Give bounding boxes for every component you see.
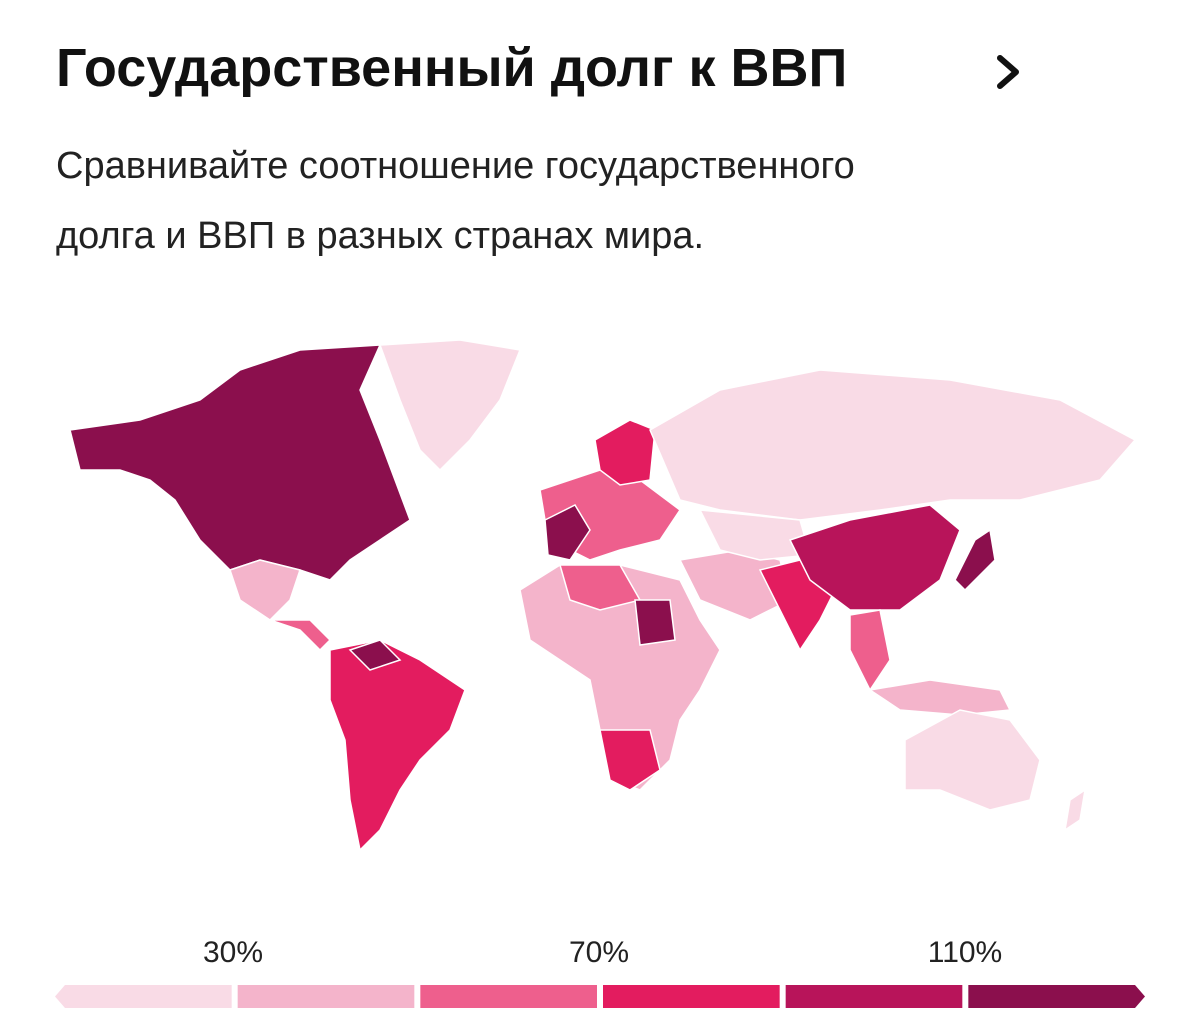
russia (649, 369, 1137, 521)
legend-label: 70% (569, 936, 629, 969)
north-africa (559, 564, 642, 611)
legend-segment (55, 985, 232, 1008)
subtitle-line: долга и ВВП в разных странах мира. (56, 215, 704, 257)
new-zealand (1063, 788, 1087, 832)
subtitle-line: Сравнивайте соотношение государственного (56, 145, 855, 187)
southern-africa (599, 729, 661, 791)
japan (954, 528, 996, 592)
venezuela (348, 639, 402, 671)
legend-label: 110% (928, 936, 1003, 969)
china (788, 504, 961, 611)
central-asia (698, 509, 811, 561)
north-america (69, 344, 411, 581)
australia (904, 709, 1041, 811)
southeast-asia (849, 609, 891, 692)
title[interactable]: Государственный долг к ВВП (56, 38, 847, 98)
legend-segment (785, 985, 963, 1008)
legend-segment (968, 985, 1145, 1008)
world-map (69, 339, 1137, 852)
legend-label: 30% (203, 936, 263, 969)
greenland (378, 339, 522, 472)
sudan (634, 599, 676, 646)
legend-segment (237, 985, 415, 1008)
france-spain (544, 504, 591, 561)
mexico (229, 559, 301, 621)
south-america (329, 639, 466, 852)
legend-segment (603, 985, 780, 1008)
chevron-icon[interactable] (997, 55, 1019, 89)
central-america (269, 619, 332, 652)
legend-segment (420, 985, 597, 1008)
legend-bar (55, 985, 1145, 1008)
indonesia (868, 679, 1012, 716)
scandinavia (594, 419, 656, 486)
